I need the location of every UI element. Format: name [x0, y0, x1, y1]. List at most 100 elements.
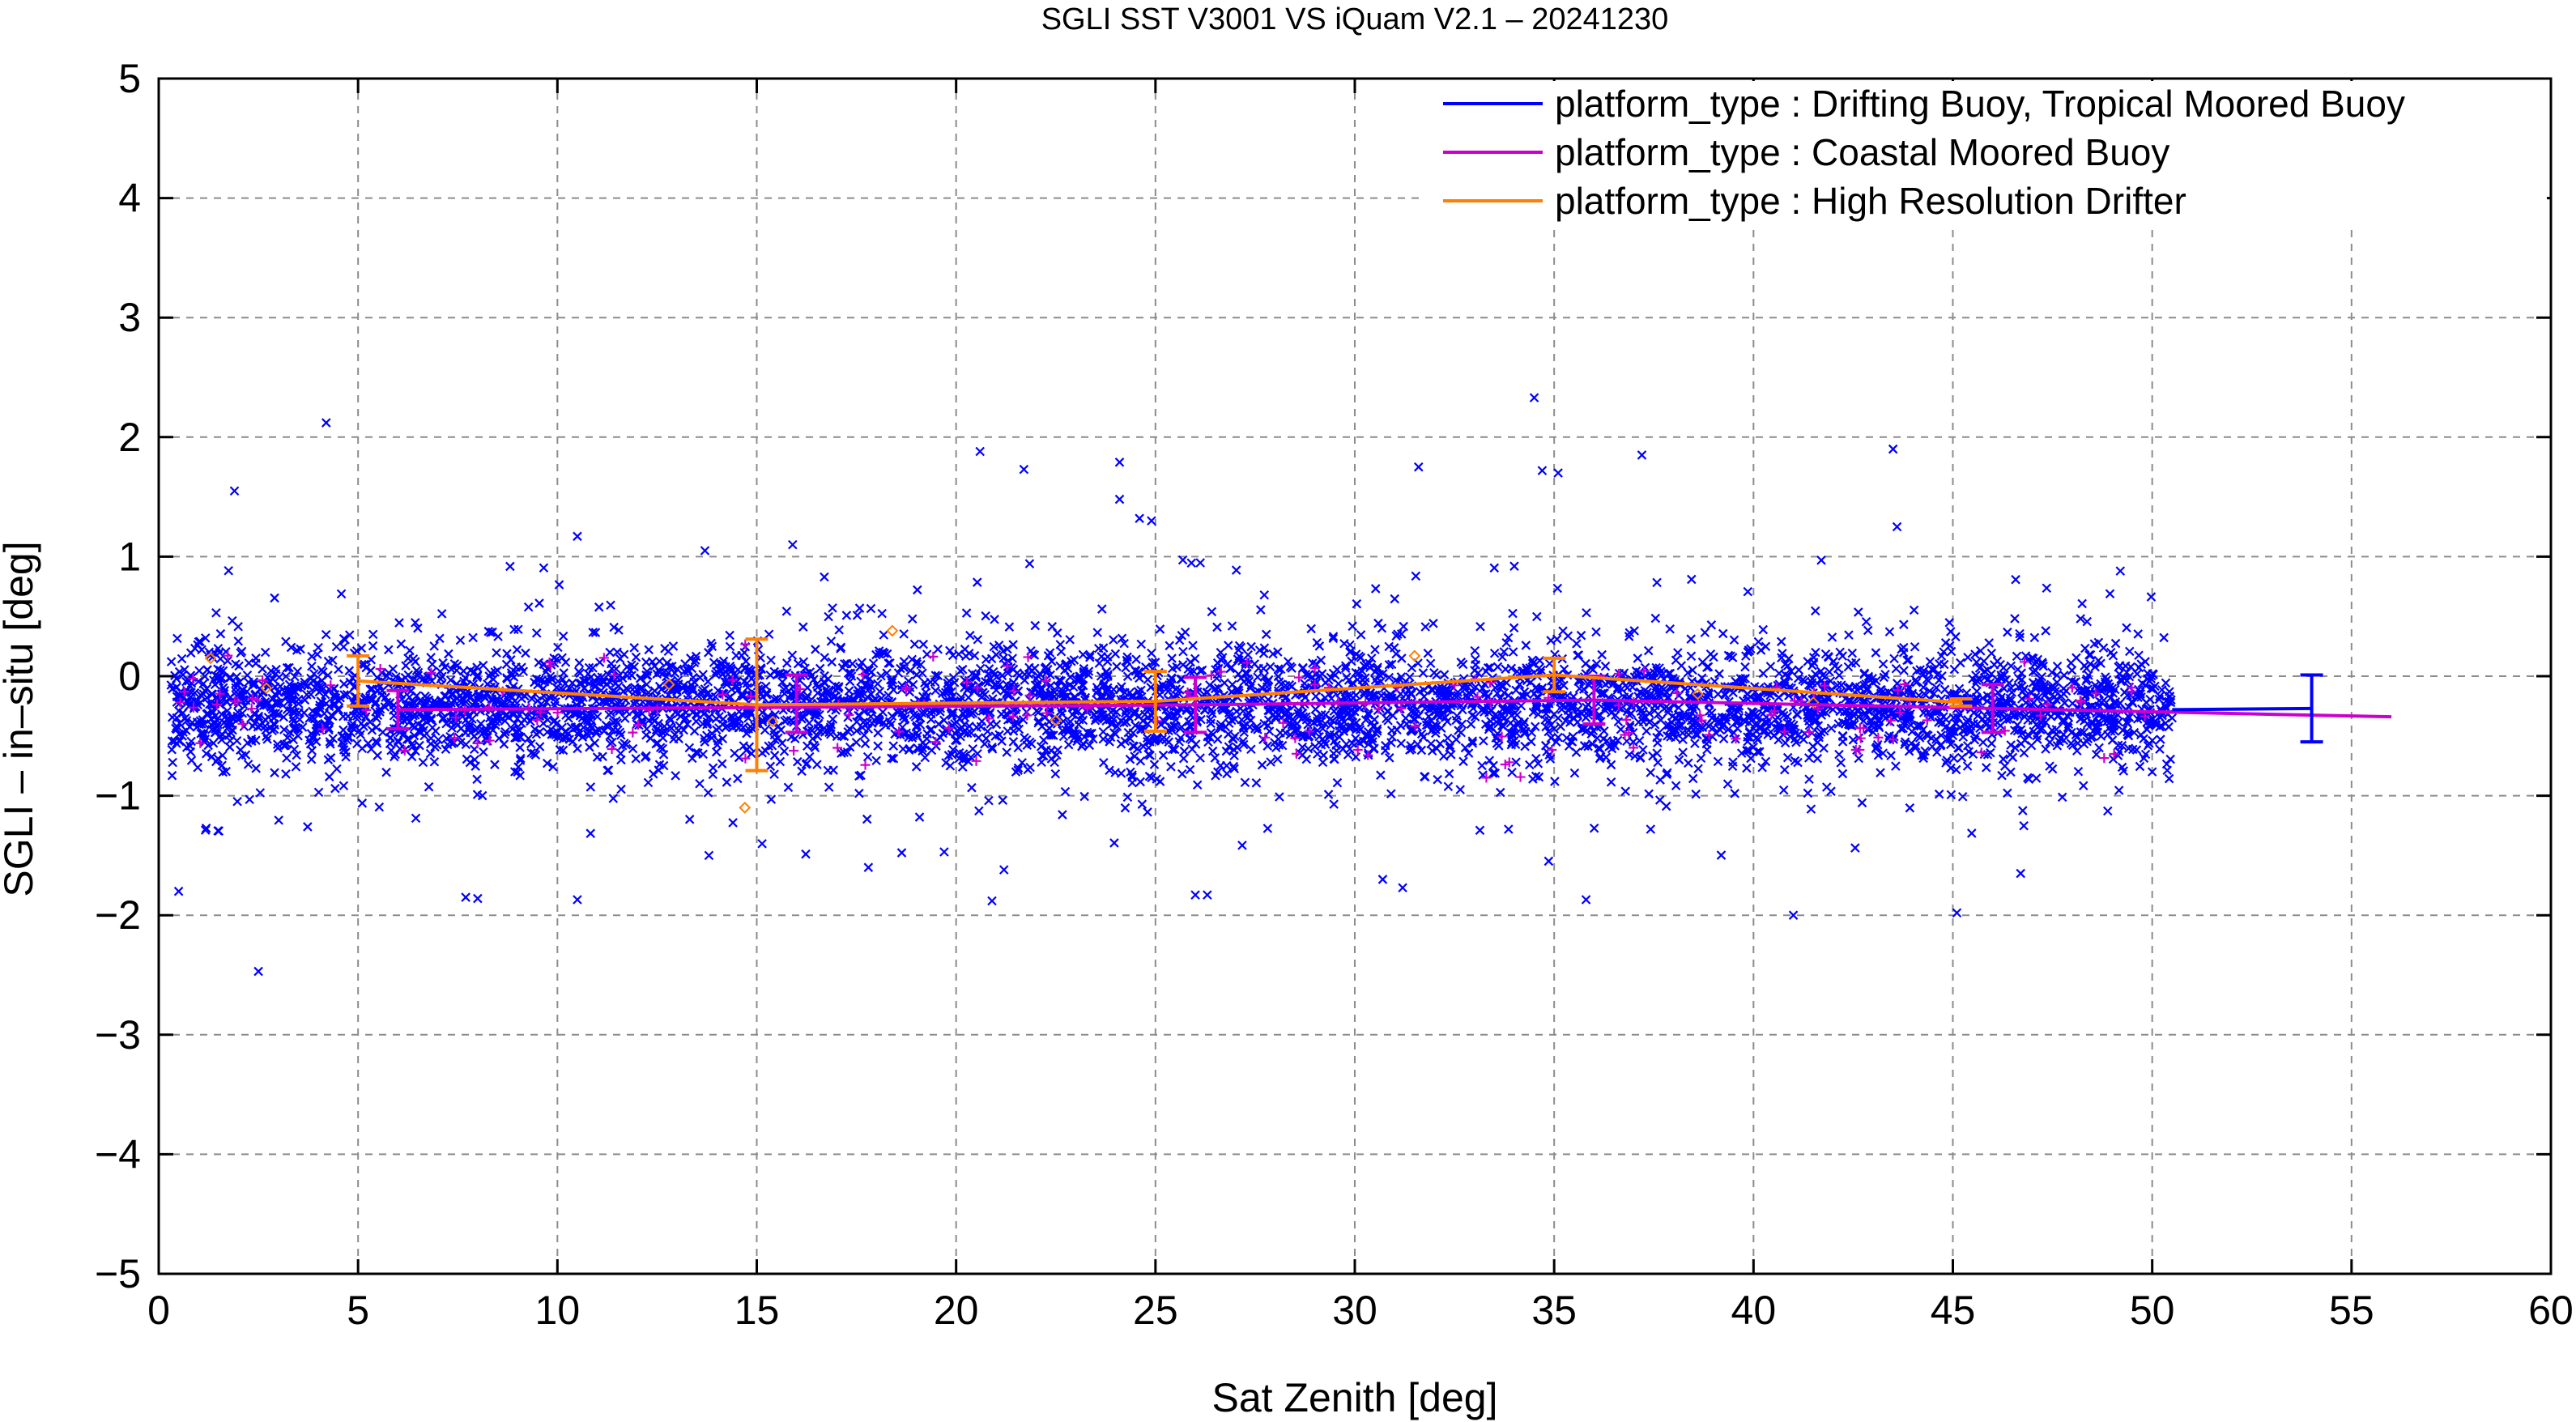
scatter-point — [777, 677, 787, 687]
scatter-point — [1373, 618, 1383, 628]
scatter-point — [2029, 632, 2040, 643]
scatter-point — [717, 759, 727, 768]
scatter-point — [558, 745, 568, 756]
scatter-point — [793, 658, 803, 669]
scatter-point — [289, 744, 300, 755]
scatter-point — [866, 603, 876, 614]
scatter-point — [428, 659, 437, 670]
scatter-point — [885, 658, 895, 668]
scatter-point — [765, 670, 775, 680]
scatter-point — [2122, 623, 2131, 633]
scatter-point — [429, 756, 440, 767]
scatter-point — [961, 608, 972, 618]
scatter-point — [435, 633, 445, 644]
scatter-point — [1995, 721, 2006, 730]
scatter-point — [1697, 673, 1707, 683]
scatter-point — [1186, 558, 1197, 568]
scatter-point — [425, 748, 436, 759]
scatter-point — [1644, 789, 1654, 799]
scatter-point — [1837, 768, 1848, 779]
scatter-point — [1178, 753, 1189, 764]
scatter-point — [1687, 574, 1697, 585]
scatter-point — [1127, 777, 1137, 788]
scatter-point — [594, 602, 604, 612]
scatter-point — [775, 756, 786, 767]
scatter-point — [368, 629, 378, 640]
scatter-point — [198, 679, 208, 689]
scatter-point — [521, 648, 530, 658]
scatter-point — [1833, 680, 1842, 691]
scatter-point — [2067, 666, 2077, 675]
scatter-point — [658, 743, 668, 754]
scatter-point — [1135, 777, 1145, 787]
scatter-point — [1939, 659, 1949, 670]
scatter-point — [2006, 767, 2016, 777]
scatter-point — [1714, 669, 1724, 679]
scatter-point — [941, 758, 951, 768]
scatter-point — [2154, 694, 2165, 705]
scatter-point — [381, 767, 391, 777]
scatter-point — [172, 739, 181, 748]
scatter-point — [1954, 743, 1964, 753]
scatter-point — [1576, 630, 1586, 641]
scatter-point — [1420, 622, 1430, 632]
scatter-point — [620, 713, 630, 723]
scatter-point — [884, 658, 893, 668]
scatter-point — [2094, 743, 2104, 753]
scatter-point — [1722, 779, 1733, 789]
scatter-point — [1582, 607, 1591, 618]
scatter-point — [341, 751, 351, 762]
scatter-point — [744, 742, 755, 752]
scatter-point — [760, 725, 770, 735]
scatter-point — [248, 679, 258, 690]
scatter-point — [585, 742, 594, 752]
scatter-point — [2047, 764, 2058, 774]
scatter-point — [1643, 645, 1654, 656]
scatter-point — [2105, 589, 2115, 599]
scatter-point — [1155, 624, 1165, 634]
scatter-point — [268, 674, 278, 684]
scatter-point — [1688, 665, 1697, 675]
scatter-point — [1899, 666, 1909, 675]
scatter-point — [627, 671, 637, 680]
scatter-point — [1716, 850, 1727, 860]
scatter-point — [585, 782, 596, 792]
scatter-point — [804, 718, 815, 728]
scatter-point — [629, 643, 640, 653]
scatter-point — [1475, 825, 1485, 836]
scatter-point — [1139, 709, 1150, 720]
scatter-point — [913, 585, 922, 595]
scatter-point — [2135, 761, 2145, 772]
scatter-point — [951, 735, 960, 745]
scatter-point — [1054, 676, 1065, 686]
scatter-point — [1891, 761, 1901, 771]
scatter-point — [974, 806, 984, 816]
scatter-point — [1495, 787, 1505, 798]
scatter-point — [628, 743, 638, 754]
scatter-point — [282, 753, 292, 763]
scatter-point — [1806, 804, 1816, 814]
scatter-point — [1433, 774, 1442, 785]
scatter-point — [1773, 692, 1784, 702]
scatter-point — [1956, 658, 1965, 668]
scatter-point — [1380, 746, 1390, 756]
scatter-point — [285, 727, 295, 738]
scatter-point — [1740, 662, 1750, 672]
scatter-point — [757, 839, 767, 849]
scatter-point — [456, 723, 466, 734]
scatter-point — [1758, 668, 1769, 679]
scatter-point — [526, 739, 536, 749]
scatter-point — [224, 565, 234, 576]
scatter-point — [592, 752, 602, 762]
scatter-point — [1492, 662, 1503, 672]
scatter-point — [1246, 641, 1256, 652]
scatter-point — [1962, 741, 1973, 751]
scatter-point — [1212, 658, 1223, 668]
scatter-point — [492, 666, 503, 675]
scatter-point — [1130, 721, 1140, 730]
scatter-point — [1691, 789, 1701, 799]
scatter-point — [1794, 665, 1804, 675]
scatter-point — [1229, 751, 1239, 760]
scatter-point — [798, 622, 808, 632]
